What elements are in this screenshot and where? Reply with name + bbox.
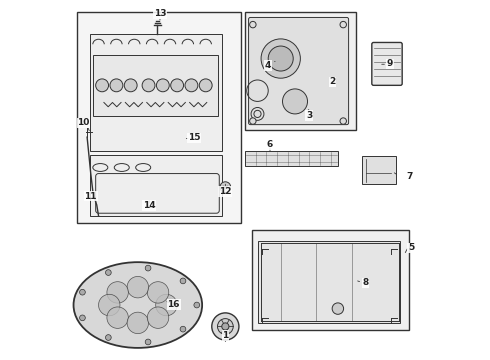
Text: 14: 14 [143, 201, 156, 210]
Bar [90, 155, 222, 216]
Circle shape [105, 270, 111, 275]
Bar [90, 33, 222, 152]
Circle shape [180, 278, 186, 284]
Circle shape [145, 339, 151, 345]
Circle shape [96, 79, 109, 92]
Circle shape [79, 289, 85, 295]
Bar [252, 230, 409, 330]
FancyBboxPatch shape [77, 12, 242, 223]
Circle shape [332, 303, 343, 314]
Text: 15: 15 [188, 133, 200, 142]
Circle shape [98, 294, 120, 316]
Circle shape [147, 307, 169, 328]
Ellipse shape [74, 262, 202, 348]
Circle shape [127, 276, 148, 298]
Circle shape [105, 335, 111, 340]
Circle shape [261, 39, 300, 78]
Circle shape [156, 79, 169, 92]
Text: 7: 7 [407, 172, 413, 181]
Polygon shape [245, 152, 338, 166]
Circle shape [220, 182, 231, 193]
Circle shape [340, 21, 346, 28]
Circle shape [249, 118, 256, 124]
Circle shape [340, 118, 346, 124]
Text: 13: 13 [154, 9, 166, 18]
Text: 4: 4 [265, 61, 271, 70]
Circle shape [156, 294, 177, 316]
Circle shape [222, 323, 229, 330]
Circle shape [283, 89, 308, 114]
Text: 6: 6 [267, 140, 273, 149]
Circle shape [145, 265, 151, 271]
FancyBboxPatch shape [248, 18, 348, 125]
Circle shape [199, 79, 212, 92]
Circle shape [142, 79, 155, 92]
Circle shape [185, 79, 198, 92]
Circle shape [110, 79, 123, 92]
Text: 3: 3 [306, 111, 313, 120]
Text: 5: 5 [408, 243, 414, 252]
Circle shape [171, 79, 184, 92]
Text: 8: 8 [362, 278, 368, 287]
FancyBboxPatch shape [362, 156, 396, 184]
Circle shape [180, 326, 186, 332]
Text: 2: 2 [329, 77, 336, 86]
Text: 9: 9 [387, 59, 393, 68]
Circle shape [147, 282, 169, 303]
Text: 12: 12 [219, 187, 232, 196]
Bar [93, 55, 218, 116]
Circle shape [194, 302, 199, 308]
Text: 11: 11 [84, 192, 97, 201]
Circle shape [212, 313, 239, 340]
Text: 16: 16 [167, 300, 180, 309]
Circle shape [107, 282, 128, 303]
Bar [245, 12, 356, 130]
FancyBboxPatch shape [372, 42, 402, 85]
Text: 1: 1 [222, 331, 228, 340]
Circle shape [249, 21, 256, 28]
Circle shape [127, 312, 148, 334]
Circle shape [124, 79, 137, 92]
FancyBboxPatch shape [258, 241, 400, 323]
Text: 10: 10 [77, 118, 90, 127]
Circle shape [268, 46, 293, 71]
Circle shape [79, 315, 85, 321]
Circle shape [218, 319, 233, 334]
Circle shape [107, 307, 128, 328]
